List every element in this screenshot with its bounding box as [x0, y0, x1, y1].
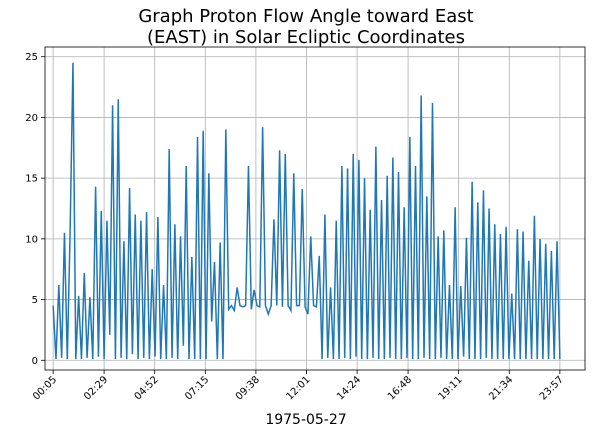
y-tick-label: 5: [32, 295, 38, 306]
y-tick-label: 10: [25, 234, 38, 245]
y-tick-label: 0: [32, 356, 38, 367]
x-axis-label: 1975-05-27: [265, 412, 346, 428]
y-tick-label: 15: [25, 174, 38, 185]
data-line: [52, 62, 561, 360]
plot-frame: [44, 46, 586, 371]
y-tick-label: 25: [25, 52, 38, 63]
chart-title: (EAST) in Solar Ecliptic Coordinates: [147, 27, 465, 48]
chart-title: Graph Proton Flow Angle toward East: [138, 6, 473, 27]
y-tick-label: 20: [25, 113, 38, 124]
